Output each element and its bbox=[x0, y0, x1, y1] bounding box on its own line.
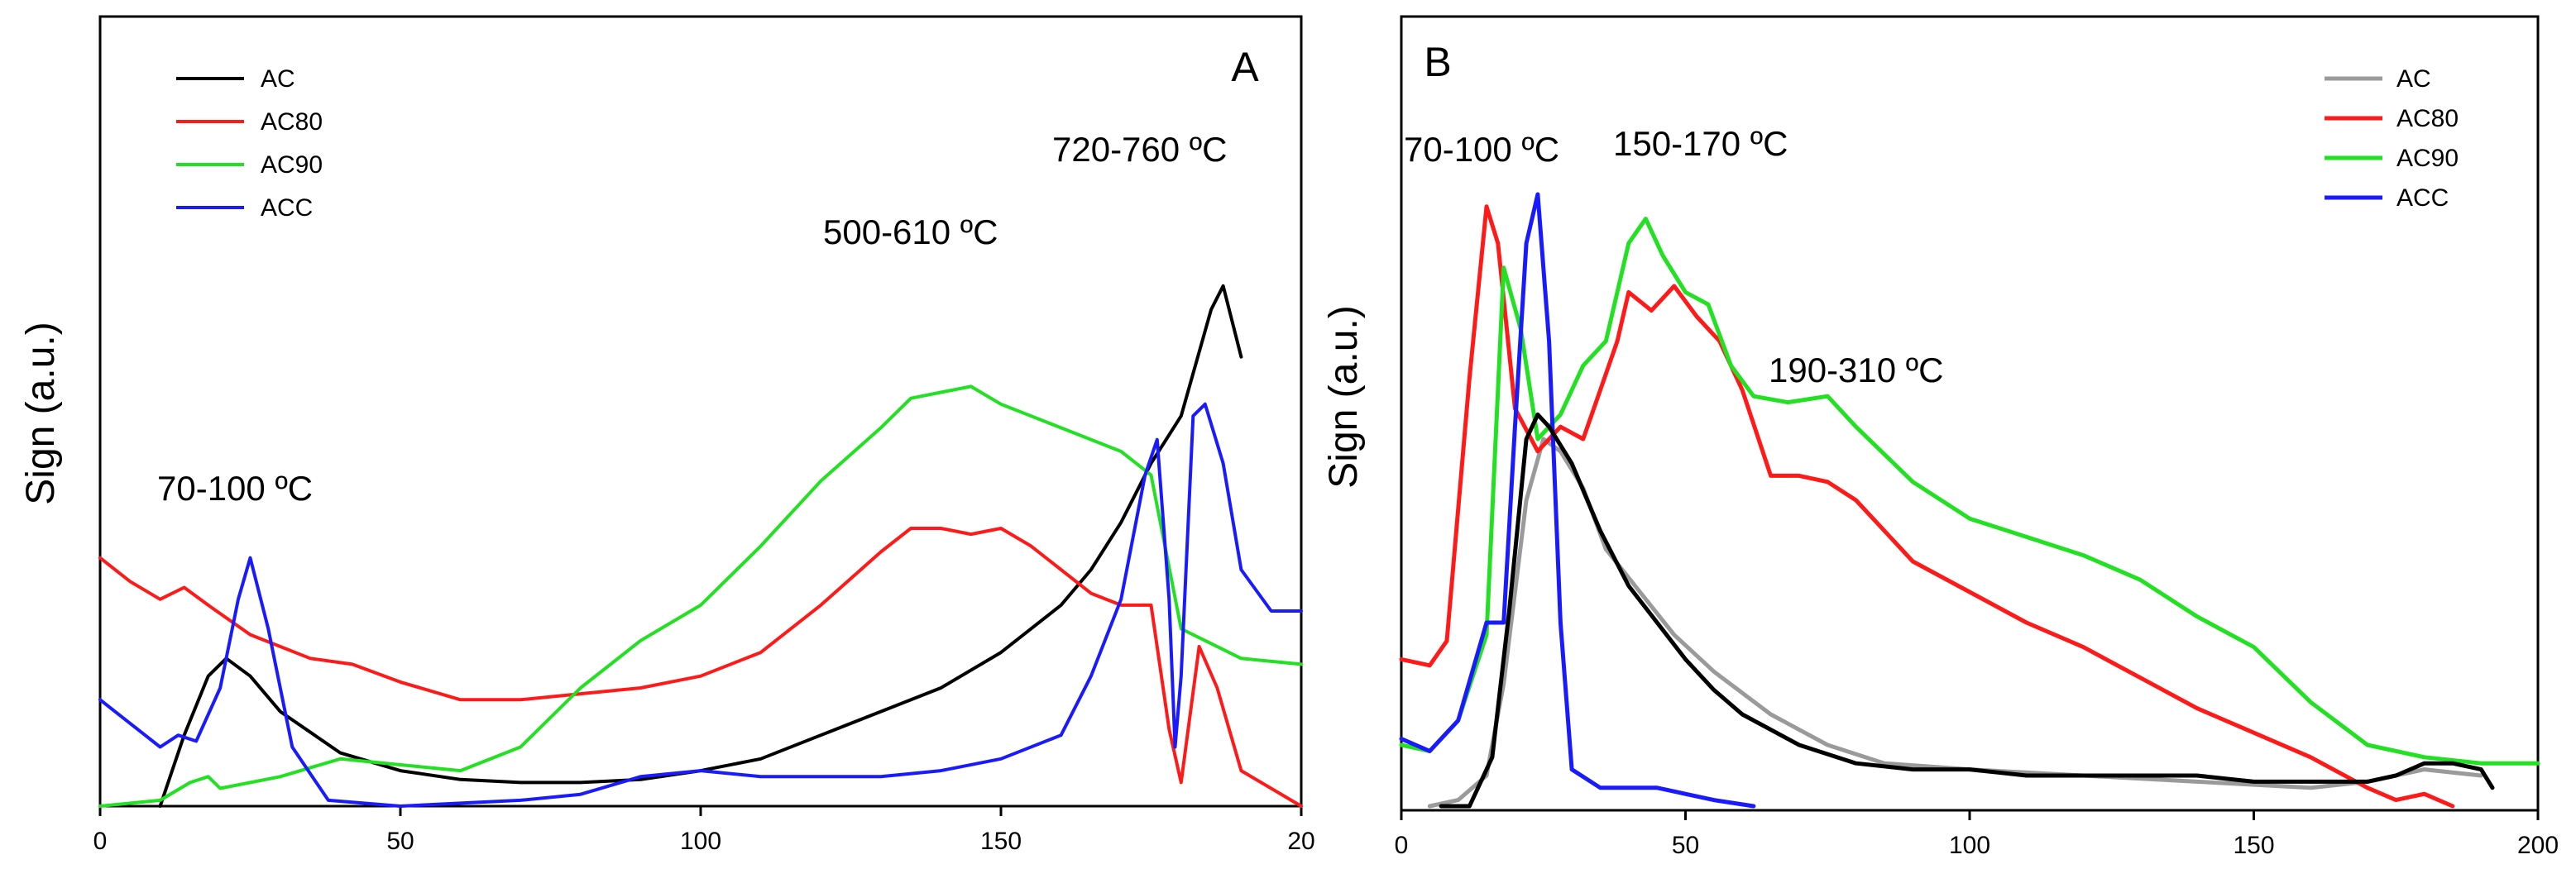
panel-b-frame bbox=[1400, 15, 2540, 812]
panel-b-series bbox=[1399, 192, 2540, 809]
panel-a-legend: AC AC80 AC90 ACC bbox=[176, 65, 323, 222]
panel-b-x-ticks: 0 50 100 150 200 bbox=[1395, 810, 2559, 859]
panel-b-legend: AC AC80 AC90 ACC bbox=[2325, 65, 2459, 212]
series-line-acc bbox=[1399, 192, 1756, 809]
panel-a: Sign (a.u.) A 0 50 100 150 20 AC AC80 AC90 A… bbox=[19, 15, 1315, 855]
annotation-70-100: 70-100 ºC bbox=[1404, 130, 1559, 169]
series-line-ac80 bbox=[98, 527, 1303, 808]
series-line-ac90 bbox=[1399, 217, 2540, 766]
legend-label-acc: ACC bbox=[261, 194, 313, 222]
legend-label-ac80: AC80 bbox=[261, 108, 323, 136]
x-tick-label: 100 bbox=[680, 828, 721, 855]
legend-label-ac90: AC90 bbox=[2396, 145, 2459, 172]
panel-a-x-ticks: 0 50 100 150 20 bbox=[93, 806, 1315, 855]
panel-a-y-axis-title: Sign (a.u.) bbox=[19, 322, 63, 504]
annotation-500-610: 500-610 ºC bbox=[823, 212, 998, 251]
x-tick-label: 20 bbox=[1287, 828, 1314, 855]
annotation-70-100: 70-100 ºC bbox=[157, 469, 313, 508]
x-tick-label: 0 bbox=[93, 828, 108, 855]
legend-label-ac90: AC90 bbox=[261, 151, 323, 179]
x-tick-label: 50 bbox=[1672, 832, 1699, 859]
panel-a-label: A bbox=[1231, 44, 1259, 90]
series-line-ac bbox=[1427, 437, 2483, 809]
x-tick-label: 200 bbox=[2517, 832, 2559, 859]
x-tick-label: 150 bbox=[2233, 832, 2274, 859]
legend-label-ac80: AC80 bbox=[2396, 105, 2459, 132]
x-tick-label: 50 bbox=[386, 828, 414, 855]
panel-b: Sign (a.u.) B 0 50 100 150 200 AC AC80 AC90 … bbox=[1322, 15, 2559, 859]
annotation-720-760: 720-760 ºC bbox=[1052, 130, 1227, 169]
series-line-ac-black bbox=[1439, 412, 2495, 809]
legend-label-ac: AC bbox=[2396, 65, 2431, 93]
series-line-ac90 bbox=[98, 384, 1303, 808]
annotation-190-310: 190-310 ºC bbox=[1769, 351, 1943, 389]
series-line-acc bbox=[98, 402, 1303, 808]
x-tick-label: 150 bbox=[980, 828, 1022, 855]
panel-b-y-axis-title: Sign (a.u.) bbox=[1322, 305, 1366, 488]
x-tick-label: 100 bbox=[1949, 832, 1990, 859]
panel-a-series bbox=[98, 284, 1303, 808]
legend-label-ac: AC bbox=[261, 65, 295, 93]
annotation-150-170: 150-170 ºC bbox=[1613, 124, 1788, 163]
legend-label-acc: ACC bbox=[2396, 184, 2449, 212]
panel-b-label: B bbox=[1424, 39, 1451, 85]
x-tick-label: 0 bbox=[1395, 832, 1409, 859]
